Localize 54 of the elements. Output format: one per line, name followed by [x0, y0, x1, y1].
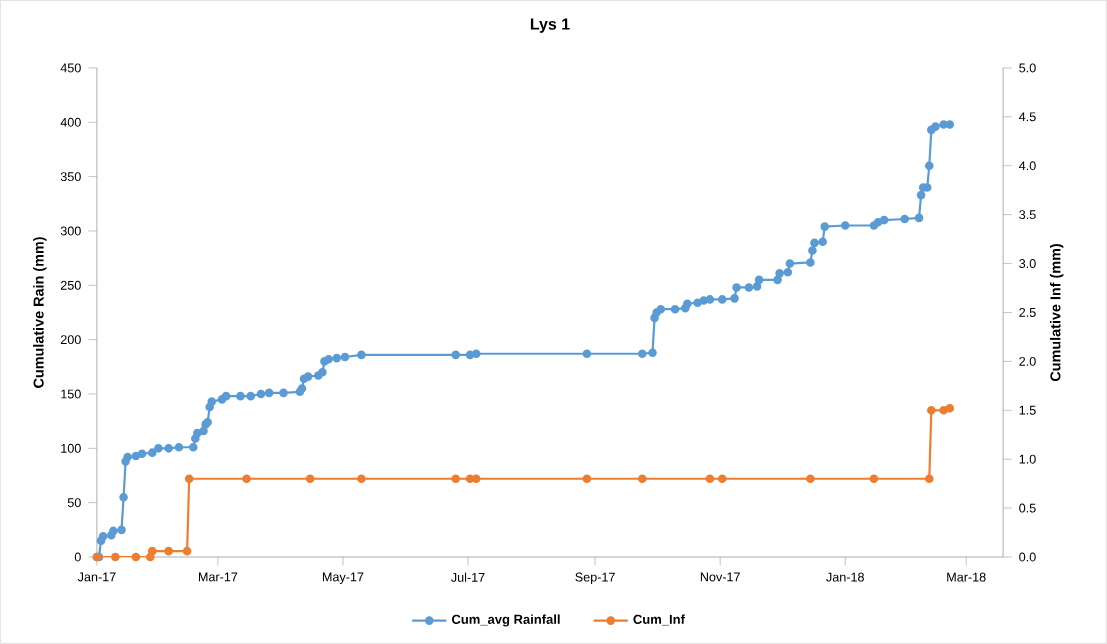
point [131, 552, 141, 562]
chart-title: Lys 1 [530, 18, 570, 33]
point [111, 552, 120, 562]
point [164, 546, 173, 556]
y-tick-label: 50 [67, 498, 81, 508]
y2-tick-label: 2.5 [1019, 308, 1036, 317]
y-tick-label: 100 [61, 443, 81, 453]
x-tick-label: Jan-17 [77, 572, 116, 582]
y-tick-label: 0 [74, 552, 81, 562]
y2-axis-title: Cumulative Inf (mm) [1049, 244, 1064, 382]
point [806, 474, 815, 484]
y2-tick-label: 1.0 [1019, 454, 1036, 464]
legend-label: Cum_avg Rainfall [451, 614, 560, 627]
y-axis-title: Cumulative Rain (mm) [33, 237, 47, 388]
point [184, 474, 194, 484]
point [705, 474, 715, 484]
y2-tick-label: 1.5 [1019, 405, 1036, 415]
x-tick-label: Sep-17 [575, 572, 615, 585]
x-tick-label: May-17 [322, 572, 364, 584]
legend-label: Cum_Inf [633, 614, 685, 626]
point [939, 406, 948, 415]
point [717, 474, 727, 484]
y-tick-label: 150 [61, 389, 81, 399]
y-tick-label: 300 [60, 226, 81, 236]
point [357, 474, 366, 484]
y2-tick-label: 2.0 [1019, 356, 1036, 366]
x-tick-label: Jan-18 [826, 572, 864, 582]
point [927, 406, 936, 415]
x-tick-label: Nov-17 [700, 572, 740, 582]
x-tick-label: Jul-17 [451, 572, 485, 582]
point [869, 474, 879, 484]
y2-tick-label: 3.0 [1019, 259, 1036, 269]
y2-tick-label: 4.0 [1018, 161, 1036, 171]
y2-tick-label: 4.5 [1018, 112, 1036, 122]
point [147, 546, 157, 556]
x-tick-label: Mar-18 [947, 572, 986, 582]
point [924, 474, 934, 484]
point [242, 474, 251, 484]
point [637, 474, 647, 484]
y-tick-label: 450 [60, 63, 81, 73]
point [582, 474, 592, 484]
y2-tick-label: 5.0 [1019, 63, 1036, 73]
point [305, 474, 315, 484]
y-tick-label: 250 [60, 280, 81, 290]
y-tick-label: 200 [60, 335, 81, 345]
point [451, 474, 460, 484]
y2-tick-label: 0.5 [1019, 503, 1036, 513]
y-tick-label: 350 [60, 172, 81, 182]
y2-tick-label: 3.5 [1019, 210, 1036, 220]
y-tick-label: 400 [60, 117, 81, 127]
point [945, 404, 955, 413]
y2-tick-label: 0.0 [1019, 552, 1036, 562]
x-tick-label: Mar-17 [198, 572, 238, 582]
point [182, 546, 192, 556]
